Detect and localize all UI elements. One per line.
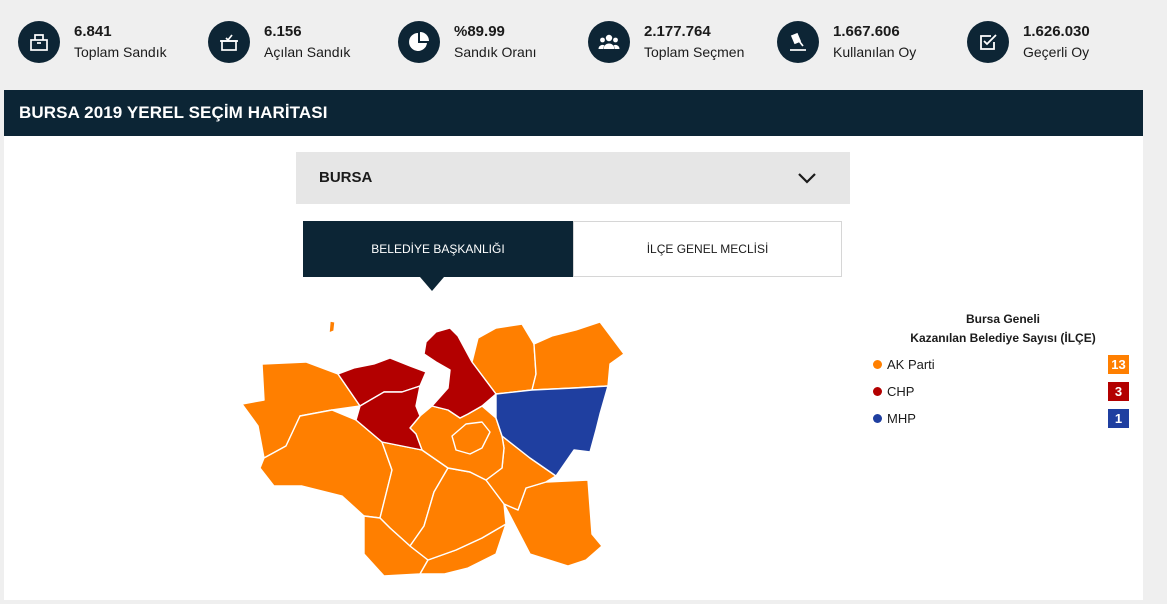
- tab-district-council[interactable]: İLÇE GENEL MECLİSİ: [573, 221, 842, 277]
- stat-value: 1.626.030: [1023, 23, 1090, 40]
- stat-total-ballot-boxes: 6.841 Toplam Sandık: [18, 20, 167, 64]
- tab-mayor[interactable]: BELEDİYE BAŞKANLIĞI: [303, 221, 573, 277]
- legend-item-chp: CHP 3: [868, 382, 1129, 402]
- legend-item-akp: AK Parti 13: [868, 355, 1129, 375]
- voting-hand-icon: [777, 21, 819, 63]
- district-island[interactable]: [328, 320, 336, 334]
- people-icon: [588, 21, 630, 63]
- election-type-tabs: BELEDİYE BAŞKANLIĞI İLÇE GENEL MECLİSİ: [303, 221, 842, 291]
- panel-header: BURSA 2019 YEREL SEÇİM HARİTASI: [4, 90, 1143, 136]
- legend-count: 3: [1108, 382, 1129, 401]
- legend-name: AK Parti: [887, 357, 935, 372]
- stat-label: Toplam Sandık: [74, 44, 167, 60]
- legend-name: MHP: [887, 411, 916, 426]
- stat-value: 6.156: [264, 23, 302, 40]
- active-tab-pointer: [420, 277, 444, 291]
- stat-label: Açılan Sandık: [264, 44, 351, 60]
- stat-label: Sandık Oranı: [454, 44, 537, 60]
- ballot-box-icon: [18, 21, 60, 63]
- stat-ballot-box-ratio: %89.99 Sandık Oranı: [398, 20, 537, 64]
- stat-total-voters: 2.177.764 Toplam Seçmen: [588, 20, 744, 64]
- bursa-district-map: [241, 320, 624, 577]
- district-central-west-chp[interactable]: [355, 385, 423, 451]
- legend-item-mhp: MHP 1: [868, 409, 1129, 429]
- legend-dot: [873, 387, 882, 396]
- checkbox-icon: [967, 21, 1009, 63]
- province-select[interactable]: BURSA: [296, 152, 850, 204]
- stat-used-votes: 1.667.606 Kullanılan Oy: [777, 20, 916, 64]
- stat-opened-ballot-boxes: 6.156 Açılan Sandık: [208, 20, 350, 64]
- legend-title: Bursa Geneli: [965, 312, 1041, 326]
- stat-value: %89.99: [454, 23, 505, 40]
- stat-valid-votes: 1.626.030 Geçerli Oy: [967, 20, 1090, 64]
- open-ballot-box-icon: [208, 21, 250, 63]
- legend-count: 1: [1108, 409, 1129, 428]
- pie-chart-icon: [398, 21, 440, 63]
- page-title: BURSA 2019 YEREL SEÇİM HARİTASI: [19, 103, 328, 122]
- stat-value: 2.177.764: [644, 23, 711, 40]
- legend-count: 13: [1108, 355, 1129, 374]
- legend-dot: [873, 360, 882, 369]
- stat-label: Kullanılan Oy: [833, 44, 917, 60]
- province-select-value: BURSA: [319, 169, 373, 186]
- stat-value: 6.841: [74, 23, 112, 40]
- legend-name: CHP: [887, 384, 915, 399]
- legend-subtitle: Kazanılan Belediye Sayısı (İLÇE): [910, 331, 1096, 345]
- district-northeast[interactable]: [531, 321, 624, 391]
- stat-label: Geçerli Oy: [1023, 44, 1090, 60]
- stat-value: 1.667.606: [833, 23, 900, 40]
- district-inner-central[interactable]: [451, 421, 491, 455]
- legend-dot: [873, 414, 882, 423]
- stats-bar: 6.841 Toplam Sandık 6.156 Açılan Sandık …: [0, 0, 1167, 88]
- district-east-mhp[interactable]: [495, 385, 609, 477]
- chevron-down-icon: [798, 173, 816, 184]
- election-map-panel: BURSA 2019 YEREL SEÇİM HARİTASI BURSA BE…: [4, 90, 1143, 600]
- district-north-chp[interactable]: [423, 327, 497, 419]
- stat-label: Toplam Seçmen: [644, 44, 745, 60]
